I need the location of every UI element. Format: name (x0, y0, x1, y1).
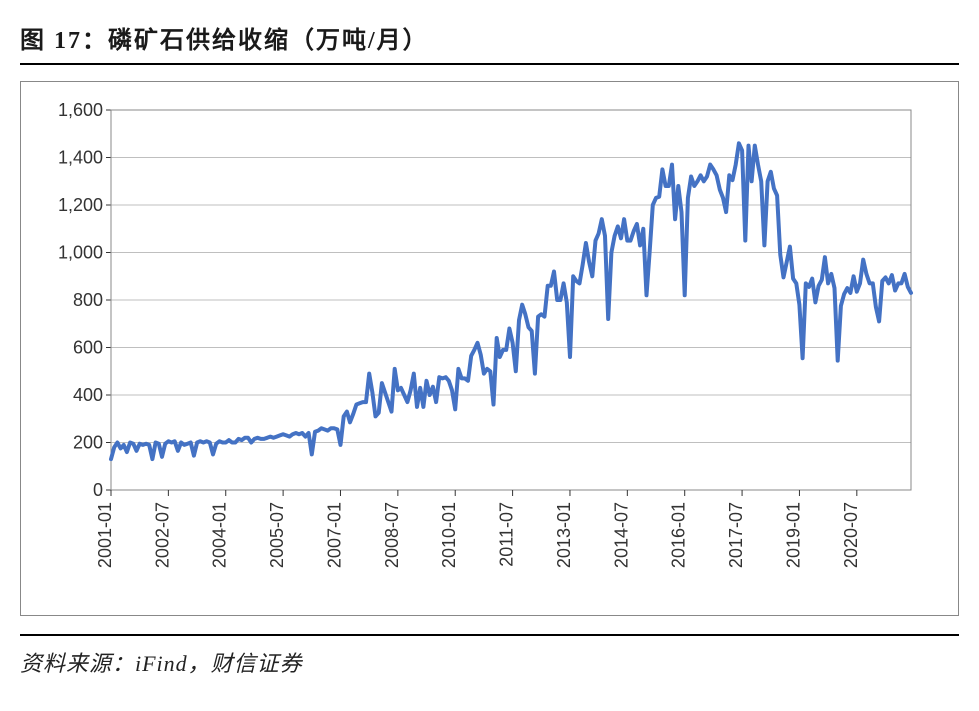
svg-text:2019-01: 2019-01 (783, 502, 803, 568)
svg-text:200: 200 (73, 433, 103, 453)
svg-text:2020-07: 2020-07 (841, 502, 861, 568)
svg-text:400: 400 (73, 385, 103, 405)
svg-text:2002-07: 2002-07 (152, 502, 172, 568)
svg-text:1,000: 1,000 (58, 243, 103, 263)
svg-text:2011-07: 2011-07 (497, 502, 517, 567)
svg-text:2010-01: 2010-01 (439, 502, 459, 568)
line-chart: 0 200 400 600 800 1,000 1,200 1,400 1,600 2001-01… (31, 100, 931, 600)
source-text: 资料来源：iFind，财信证券 (20, 646, 959, 678)
svg-text:2014-07: 2014-07 (611, 502, 631, 568)
svg-text:2013-01: 2013-01 (554, 502, 574, 568)
svg-text:2008-07: 2008-07 (382, 502, 402, 568)
figure-title: 图 17：磷矿石供给收缩（万吨/月） (20, 20, 959, 63)
svg-text:0: 0 (93, 480, 103, 500)
svg-text:2004-01: 2004-01 (210, 502, 230, 568)
svg-text:1,600: 1,600 (58, 100, 103, 120)
svg-text:1,200: 1,200 (58, 195, 103, 215)
svg-text:2007-01: 2007-01 (324, 502, 344, 568)
svg-text:2005-07: 2005-07 (267, 502, 287, 568)
bottom-divider (20, 634, 959, 636)
chart-container: 0 200 400 600 800 1,000 1,200 1,400 1,600 2001-01… (20, 81, 959, 616)
svg-text:800: 800 (73, 290, 103, 310)
svg-text:600: 600 (73, 338, 103, 358)
svg-text:2001-01: 2001-01 (95, 502, 115, 568)
svg-text:1,400: 1,400 (58, 148, 103, 168)
svg-text:2016-01: 2016-01 (669, 502, 689, 568)
title-divider (20, 63, 959, 65)
svg-text:2017-07: 2017-07 (726, 502, 746, 568)
